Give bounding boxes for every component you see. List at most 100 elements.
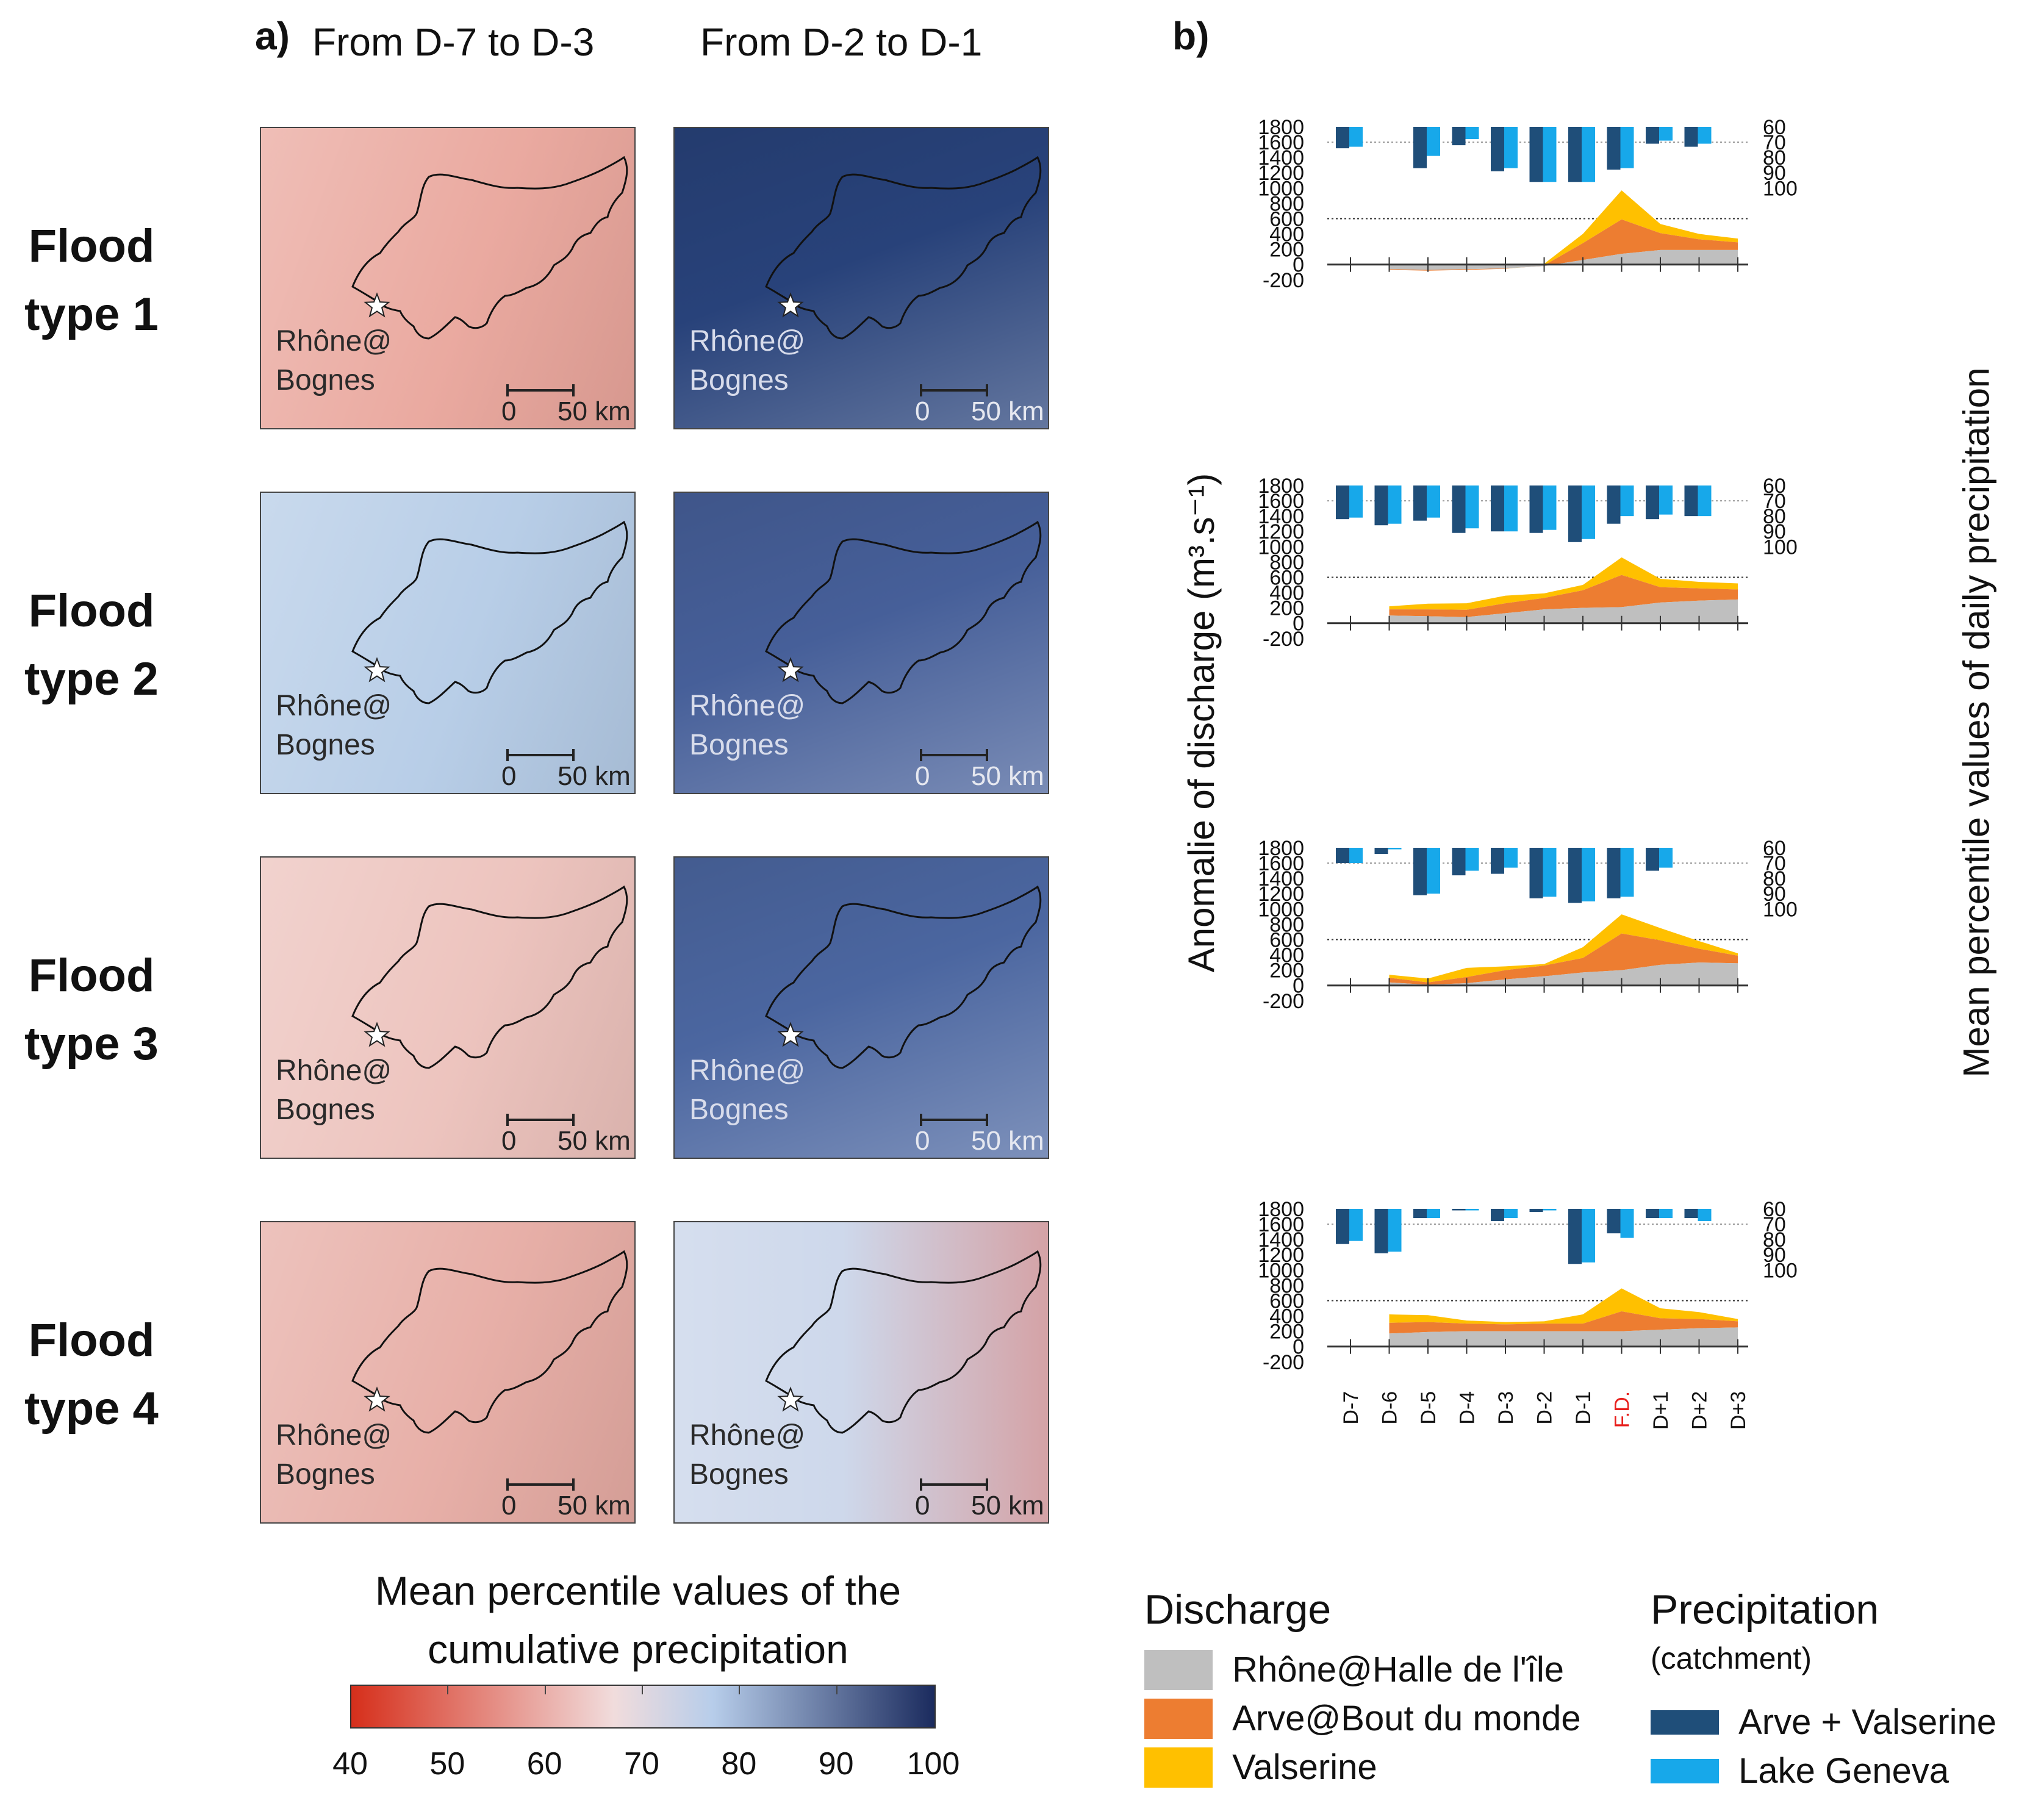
bar-arve-valserine [1374, 848, 1388, 854]
bar-lake-geneva [1659, 1209, 1673, 1219]
bar-lake-geneva [1349, 485, 1363, 518]
bar-arve-valserine [1684, 127, 1698, 147]
catchment-outline [765, 156, 1042, 340]
area-arve-type1 [1389, 219, 1738, 271]
bar-lake-geneva [1465, 485, 1479, 529]
bar-lake-geneva [1427, 1209, 1440, 1219]
colorbar-tick-label: 70 [624, 1746, 659, 1782]
catchment-outline [351, 885, 628, 1069]
bar-arve-valserine [1684, 1209, 1698, 1219]
area-arve-type3 [1389, 933, 1738, 985]
bar-lake-geneva [1349, 127, 1363, 147]
colorbar-tick-mark [544, 1686, 546, 1694]
bar-arve-valserine [1336, 127, 1349, 149]
bar-arve-valserine [1529, 127, 1543, 182]
area-arve-type4 [1389, 1311, 1738, 1334]
bar-lake-geneva [1504, 848, 1518, 868]
right-axis-tick-label: 80 [1763, 146, 1786, 170]
left-axis-tick-label: 1800 [1258, 116, 1304, 139]
scale-bar-start-label: 0 [501, 1491, 517, 1521]
scale-bar [506, 1478, 575, 1491]
right-axis-tick-label: 80 [1763, 867, 1786, 890]
bar-lake-geneva [1659, 485, 1673, 515]
bar-lake-geneva [1465, 848, 1479, 871]
colorbar-tick-mark [447, 1686, 449, 1694]
bar-lake-geneva [1620, 1209, 1634, 1238]
bar-arve-valserine [1529, 485, 1543, 533]
legend-item-arve-valserine: Arve + Valserine [1651, 1699, 1996, 1743]
bar-lake-geneva [1427, 127, 1440, 156]
bar-arve-valserine [1413, 127, 1427, 168]
bar-lake-geneva [1427, 485, 1440, 518]
bar-arve-valserine [1607, 485, 1621, 524]
bar-arve-valserine [1568, 1209, 1582, 1264]
scale-bar [920, 1478, 988, 1491]
colorbar-tick-label: 40 [332, 1746, 368, 1782]
colorbar-tick-label: 80 [721, 1746, 757, 1782]
station-star-icon [364, 292, 390, 318]
scale-bar-start-label: 0 [915, 1491, 930, 1521]
left-axis-tick-label: 600 [1269, 928, 1304, 951]
bar-lake-geneva [1349, 1209, 1363, 1241]
left-axis-tick-label: 1000 [1258, 898, 1304, 921]
area-valserine-type1 [1389, 190, 1738, 271]
left-axis-tick-label: 1000 [1258, 1259, 1304, 1282]
left-axis-tick-label: 1000 [1258, 536, 1304, 559]
left-axis-tick-label: 800 [1269, 913, 1304, 936]
bar-lake-geneva [1620, 127, 1634, 168]
left-axis-tick-label: 1800 [1258, 475, 1304, 498]
x-axis-tick-label: D-2 [1533, 1391, 1557, 1425]
bar-arve-valserine [1491, 127, 1504, 171]
bar-lake-geneva [1620, 848, 1634, 897]
legend-swatch-rhone [1144, 1649, 1213, 1690]
legend-item-valserine: Valserine [1144, 1744, 1377, 1788]
station-label: Rhône@ Bognes [276, 1419, 392, 1491]
bar-arve-valserine [1568, 485, 1582, 542]
left-axis-tick-label: 600 [1269, 566, 1304, 589]
column-header-late: From D-2 to D-1 [700, 20, 983, 64]
left-axis-tick-label: 1200 [1258, 520, 1304, 543]
area-valserine-type4 [1389, 1288, 1738, 1325]
bar-arve-valserine [1529, 848, 1543, 898]
precip-map-type3-early: Rhône@ Bognes 0 50 km [260, 856, 636, 1159]
legend-swatch-arve [1144, 1698, 1213, 1739]
right-axis-tick-label: 90 [1763, 520, 1786, 543]
bar-arve-valserine [1568, 127, 1582, 182]
area-valserine-type2 [1389, 557, 1738, 610]
bar-arve-valserine [1413, 485, 1427, 521]
area-rhone-type3 [1389, 962, 1738, 986]
left-axis-tick-label: -200 [1263, 628, 1304, 651]
bar-lake-geneva [1388, 485, 1402, 524]
left-axis-tick-label: 600 [1269, 1289, 1304, 1313]
bar-arve-valserine [1491, 848, 1504, 874]
colorbar-tick-mark [642, 1686, 643, 1694]
scale-bar-end-label: 50 km [971, 761, 1044, 791]
scale-bar [506, 1114, 575, 1126]
station-label: Rhône@ Bognes [689, 1055, 806, 1126]
bar-lake-geneva [1504, 485, 1518, 532]
bar-arve-valserine [1336, 485, 1349, 520]
right-axis-tick-label: 90 [1763, 1244, 1786, 1267]
station-label: Rhône@ Bognes [689, 1419, 806, 1491]
precip-map-type1-early: Rhône@ Bognes 0 50 km [260, 127, 636, 429]
bar-lake-geneva [1582, 485, 1595, 539]
colorbar-title: Mean percentile values of the cumulative… [272, 1561, 1004, 1678]
left-axis-tick-label: 1200 [1258, 883, 1304, 906]
left-axis-tick-label: 1800 [1258, 1198, 1304, 1221]
x-axis-tick-label: D-4 [1456, 1391, 1479, 1425]
bar-lake-geneva [1698, 127, 1712, 144]
precip-map-type4-early: Rhône@ Bognes 0 50 km [260, 1221, 636, 1524]
right-axis-tick-label: 70 [1763, 852, 1786, 875]
panel-a-label: a) [255, 14, 290, 58]
scale-bar-end-label: 50 km [558, 396, 631, 426]
station-star-icon [364, 1022, 390, 1047]
flood-type-label-3: Flood type 3 [24, 950, 159, 1070]
catchment-outline [765, 885, 1042, 1069]
bar-lake-geneva [1543, 127, 1557, 182]
bar-lake-geneva [1349, 848, 1363, 864]
colorbar-title-line-1: Mean percentile values of the [375, 1568, 902, 1613]
scale-bar [920, 384, 988, 396]
x-axis-tick-label: D+2 [1688, 1391, 1712, 1430]
station-star-icon [777, 657, 804, 682]
left-axis-tick-label: 1000 [1258, 177, 1304, 200]
